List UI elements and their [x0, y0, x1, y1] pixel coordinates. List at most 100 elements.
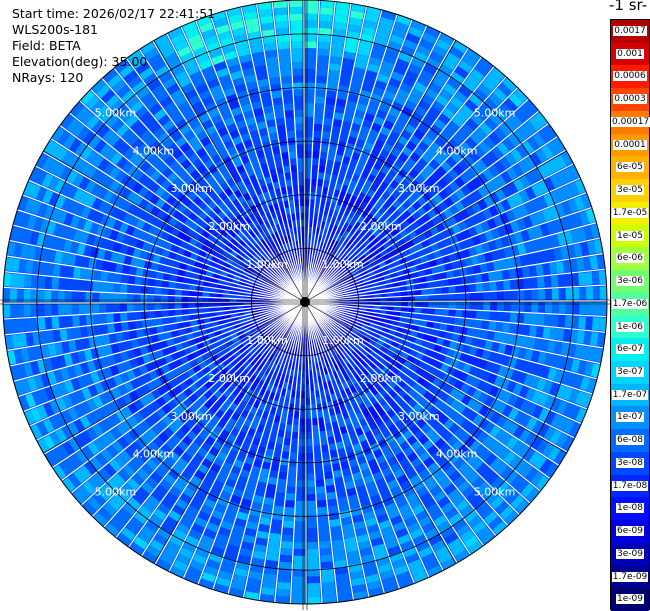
range-gate-cell [342, 230, 350, 239]
range-gate-cell [527, 362, 537, 375]
range-gate-cell [490, 228, 501, 239]
range-gate-cell [262, 503, 273, 513]
range-gate-cell [212, 91, 225, 102]
range-gate-cell [431, 266, 439, 274]
range-gate-cell [194, 517, 208, 528]
range-gate-cell [151, 389, 162, 400]
range-gate-cell [373, 402, 382, 411]
range-gate-cell [137, 531, 152, 544]
range-gate-cell [271, 174, 279, 183]
range-gate-cell [514, 411, 526, 424]
range-gate-cell [220, 270, 228, 277]
range-gate-cell [263, 497, 274, 506]
range-gate-cell [488, 205, 499, 217]
range-gate-cell [485, 361, 495, 372]
range-gate-cell [87, 384, 99, 397]
range-gate-cell [70, 352, 80, 365]
range-gate-cell [206, 420, 217, 430]
range-gate-cell [177, 269, 186, 277]
range-gate-cell [132, 195, 143, 206]
range-gate-cell [386, 136, 397, 147]
range-gate-cell [36, 405, 48, 420]
range-gate-cell [226, 544, 240, 554]
range-gate-cell [352, 421, 361, 430]
range-gate-cell [220, 133, 232, 143]
range-gate-cell [317, 506, 328, 515]
range-gate-cell [416, 376, 426, 386]
range-gate-cell [188, 404, 199, 414]
range-gate-cell [251, 465, 261, 475]
range-gate-cell [378, 206, 387, 215]
range-gate-cell [443, 483, 457, 496]
range-gate-cell [229, 265, 238, 272]
range-gate-cell [333, 29, 346, 38]
range-gate-cell [277, 327, 284, 334]
range-gate-cell [185, 333, 194, 341]
range-gate-cell [488, 271, 496, 282]
range-gate-cell [412, 236, 421, 245]
range-gate-cell [346, 224, 353, 233]
range-gate-cell [131, 138, 144, 151]
range-gate-cell [338, 220, 345, 229]
range-gate-cell [401, 374, 411, 384]
range-gate-cell [383, 532, 396, 543]
range-gate-cell [173, 237, 183, 247]
range-gate-cell [251, 256, 259, 264]
range-gate-cell [114, 322, 122, 333]
range-gate-cell [379, 519, 392, 530]
range-gate-cell [200, 136, 211, 147]
range-gate-cell [523, 374, 534, 387]
range-gate-cell [268, 354, 275, 362]
range-gate-cell [365, 213, 374, 222]
range-gate-cell [179, 424, 191, 435]
range-gate-cell [282, 322, 288, 329]
range-gate-cell [439, 247, 449, 257]
range-gate-cell [460, 197, 471, 208]
range-gate-cell [188, 95, 201, 106]
range-gate-cell [315, 472, 324, 481]
range-gate-cell [125, 522, 140, 536]
range-gate-cell [226, 273, 235, 279]
range-gate-cell [284, 396, 290, 404]
range-gate-cell [396, 409, 406, 419]
range-gate-cell [496, 415, 508, 428]
range-gate-cell [238, 318, 247, 324]
range-gate-cell [91, 79, 106, 94]
range-gate-cell [235, 242, 244, 251]
range-gate-cell [469, 302, 477, 310]
range-gate-cell [345, 37, 359, 47]
range-gate-cell [221, 250, 230, 258]
range-gate-cell [483, 182, 495, 195]
range-gate-cell [340, 320, 348, 326]
range-gate-cell [559, 217, 570, 231]
range-gate-cell [42, 156, 55, 172]
range-gate-cell [357, 363, 365, 371]
range-gate-cell [147, 78, 162, 91]
range-gate-cell [468, 284, 477, 292]
range-gate-cell [479, 122, 493, 136]
range-gate-cell [264, 359, 271, 368]
range-gate-cell [190, 560, 205, 572]
range-gate-cell [231, 208, 240, 217]
range-gate-cell [314, 206, 320, 214]
range-gate-cell [189, 458, 201, 469]
range-gate-cell [422, 32, 437, 45]
range-gate-cell [360, 360, 369, 368]
range-gate-cell [349, 500, 361, 510]
range-gate-cell [380, 346, 389, 354]
range-gate-cell [325, 260, 331, 268]
range-gate-cell [431, 329, 440, 337]
range-gate-cell [171, 113, 184, 125]
range-gate-cell [56, 238, 66, 251]
range-gate-cell [208, 131, 220, 142]
range-gate-cell [195, 313, 204, 320]
range-gate-cell [85, 165, 97, 179]
range-gate-cell [537, 393, 549, 407]
range-gate-cell [255, 353, 262, 361]
range-gate-cell [136, 468, 149, 481]
range-gate-cell [270, 278, 278, 284]
range-gate-cell [290, 445, 298, 453]
range-gate-cell [115, 232, 125, 243]
range-gate-cell [333, 552, 346, 562]
range-gate-cell [218, 385, 227, 394]
